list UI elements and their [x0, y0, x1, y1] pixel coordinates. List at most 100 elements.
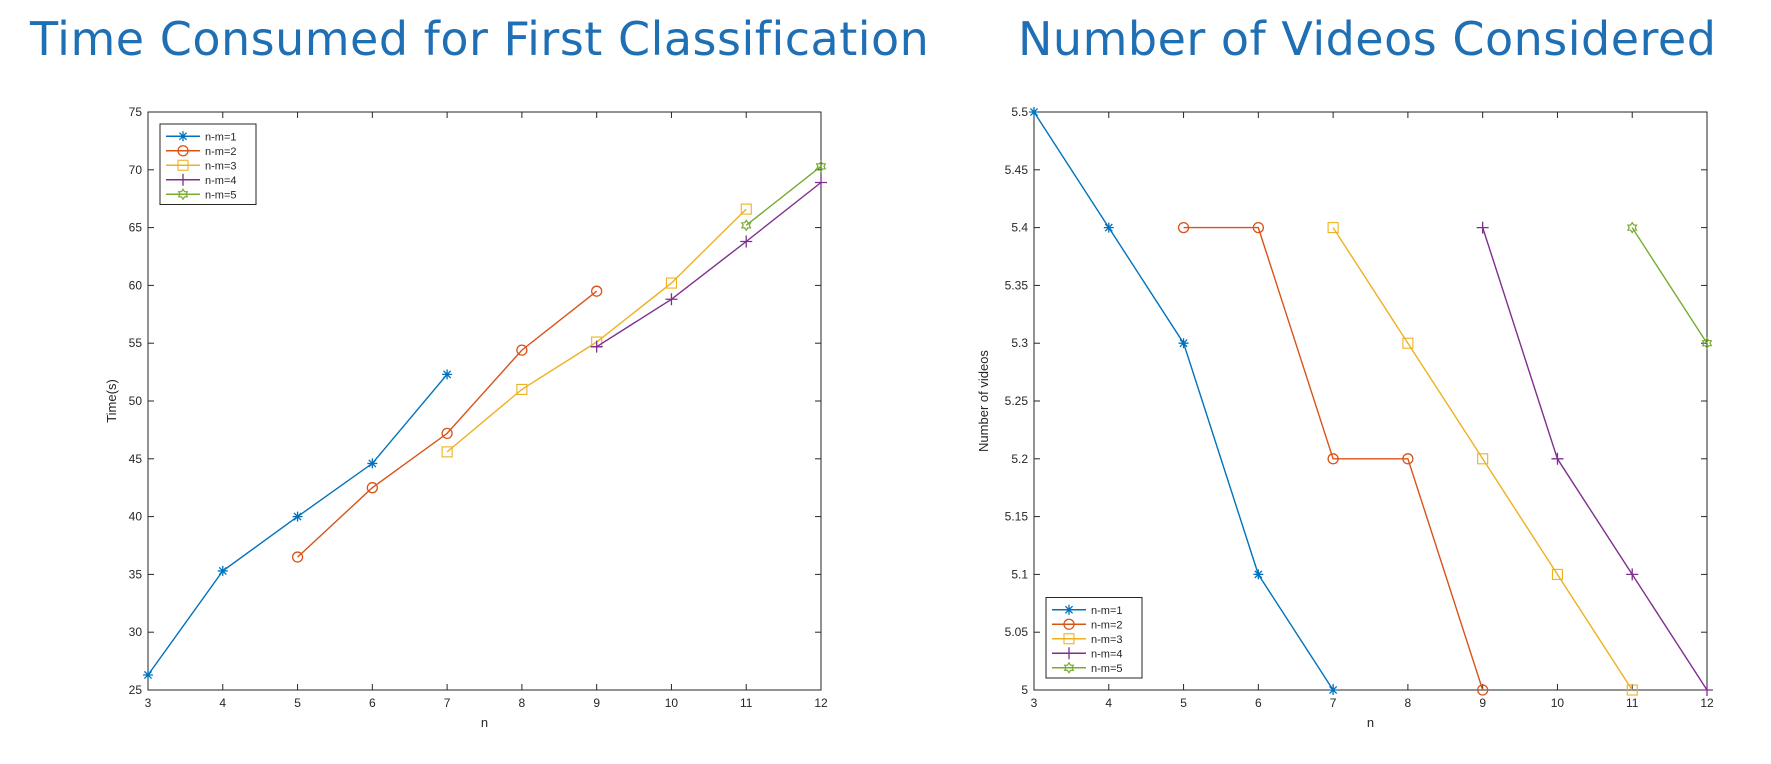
videos-data-point: [1551, 568, 1563, 580]
time-x-tick-label: 11: [740, 696, 753, 710]
time-x-tick-label: 12: [814, 696, 828, 710]
time-y-tick-label: 65: [129, 221, 143, 235]
videos-legend-marker: [1063, 661, 1075, 674]
videos-y-tick-label: 5.15: [1005, 510, 1029, 524]
time-data-point: [442, 369, 453, 380]
time-plot-area: [147, 111, 822, 691]
videos-data-point: [1328, 685, 1339, 695]
time-data-point: [441, 446, 453, 458]
time-data-point: [291, 551, 304, 563]
time-x-tick-label: 10: [665, 696, 679, 710]
time-data-point: [590, 340, 603, 353]
videos-legend: n-m=1 n-m=2 n-m=3 n-m=4 n-m=5: [1045, 597, 1143, 679]
time-data-point: [740, 219, 752, 232]
time-x-tick-label: 9: [593, 696, 600, 710]
videos-plot-area: [1033, 111, 1708, 691]
time-legend-marker: [177, 188, 189, 201]
videos-legend-marker: [1064, 604, 1074, 615]
videos-data-point: [1477, 684, 1489, 696]
videos-x-tick-label: 12: [1700, 696, 1714, 710]
videos-data-point: [1626, 568, 1639, 581]
videos-y-tick-label: 5.3: [1011, 336, 1028, 350]
videos-y-tick-label: 5.5: [1011, 105, 1028, 119]
videos-y-tick-label: 5: [1021, 683, 1028, 697]
videos-y-tick-label: 5.45: [1005, 163, 1029, 177]
time-data-point: [516, 344, 528, 356]
videos-series-5: [1626, 221, 1713, 350]
videos-y-tick-label: 5.1: [1011, 567, 1028, 581]
time-data-point: [292, 511, 303, 522]
time-y-tick-label: 35: [129, 567, 143, 581]
videos-data-point: [1103, 222, 1114, 233]
videos-y-tick-label: 5.05: [1005, 625, 1029, 639]
time-legend-label: n-m=1: [205, 131, 237, 143]
time-data-point: [740, 235, 753, 248]
time-data-point: [815, 176, 827, 189]
time-x-tick-label: 4: [219, 696, 226, 710]
videos-series-line: [1482, 227, 1708, 691]
videos-legend-marker: [1063, 647, 1075, 660]
time-legend-marker: [177, 145, 189, 157]
time-data-point: [665, 277, 677, 289]
time-data-point: [665, 293, 678, 306]
videos-series-line: [1183, 226, 1484, 691]
videos-x-tick-label: 10: [1551, 696, 1565, 710]
time-legend: n-m=1 n-m=2 n-m=3 n-m=4 n-m=5: [159, 123, 257, 205]
time-y-tick-label: 50: [129, 394, 143, 408]
time-legend-label: n-m=3: [205, 160, 237, 172]
videos-legend-label: n-m=2: [1091, 619, 1123, 631]
videos-x-tick-label: 6: [1255, 696, 1262, 710]
videos-x-tick-label: 5: [1180, 696, 1187, 710]
videos-series-line: [1332, 227, 1633, 691]
time-x-tick-label: 6: [369, 696, 376, 710]
time-y-tick-label: 25: [129, 683, 143, 697]
videos-data-point: [1476, 221, 1489, 234]
videos-data-point: [1327, 222, 1339, 234]
videos-data-point: [1402, 337, 1414, 349]
videos-series-4: [1476, 221, 1713, 696]
time-series-1: [143, 369, 453, 680]
time-x-tick-label: 3: [145, 696, 152, 710]
time-data-point: [815, 160, 827, 173]
videos-x-tick-label: 9: [1479, 696, 1486, 710]
time-y-tick-label: 75: [129, 105, 143, 119]
videos-series-2: [1177, 221, 1489, 696]
videos-legend-label: n-m=5: [1091, 663, 1123, 675]
videos-data-point: [1253, 569, 1264, 580]
videos-x-tick-label: 8: [1405, 696, 1412, 710]
time-x-axis-label: n: [481, 715, 488, 730]
time-legend-marker: [177, 173, 189, 186]
videos-data-point: [1477, 453, 1489, 465]
videos-legend-label: n-m=1: [1091, 605, 1123, 617]
time-y-tick-label: 70: [129, 163, 143, 177]
videos-data-point: [1626, 221, 1638, 234]
time-data-point: [366, 482, 378, 494]
videos-x-tick-label: 7: [1330, 696, 1337, 710]
videos-legend-label: n-m=4: [1091, 648, 1123, 660]
time-series-line: [596, 181, 822, 348]
videos-series-line: [1631, 227, 1708, 344]
time-series-line: [297, 290, 598, 558]
time-legend-label: n-m=5: [205, 189, 237, 201]
time-y-tick-label: 55: [129, 336, 143, 350]
videos-x-tick-label: 11: [1626, 696, 1639, 710]
videos-series-3: [1327, 222, 1638, 696]
time-data-point: [441, 427, 453, 440]
time-y-axis-label: Time(s): [104, 379, 119, 423]
videos-y-tick-label: 5.25: [1005, 394, 1029, 408]
time-x-tick-label: 8: [519, 696, 526, 710]
time-y-tick-label: 60: [129, 278, 143, 292]
time-legend-label: n-m=4: [205, 175, 237, 187]
videos-data-point: [1701, 684, 1713, 696]
videos-x-tick-label: 3: [1031, 696, 1038, 710]
time-series-4: [590, 176, 827, 353]
time-legend-box: [159, 123, 257, 205]
videos-data-point: [1626, 684, 1638, 696]
videos-data-point: [1551, 452, 1564, 465]
chart-title-videos-considered: Number of Videos Considered: [1018, 12, 1717, 66]
time-data-point: [591, 285, 603, 297]
videos-legend-label: n-m=3: [1091, 634, 1123, 646]
time-legend-label: n-m=2: [205, 146, 237, 158]
